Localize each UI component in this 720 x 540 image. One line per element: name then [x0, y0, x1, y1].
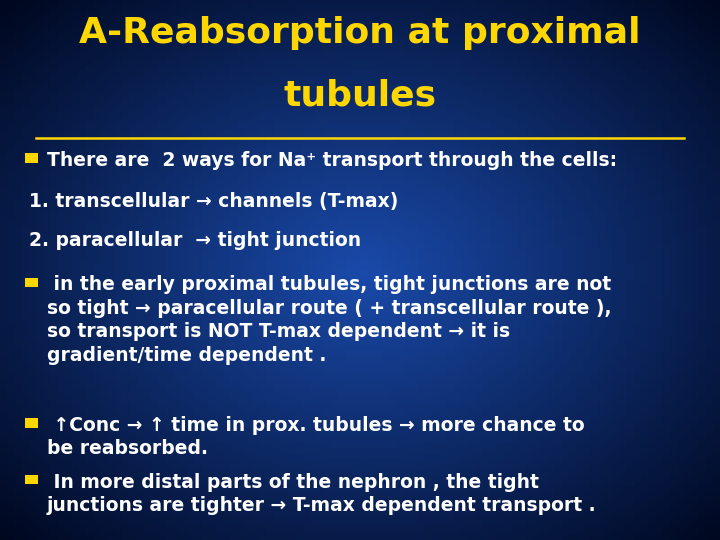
- Text: 1. transcellular → channels (T-max): 1. transcellular → channels (T-max): [29, 192, 398, 211]
- Text: tubules: tubules: [284, 78, 436, 112]
- Text: A-Reabsorption at proximal: A-Reabsorption at proximal: [79, 16, 641, 50]
- Text: ↑Conc → ↑ time in prox. tubules → more chance to
be reabsorbed.: ↑Conc → ↑ time in prox. tubules → more c…: [47, 416, 585, 458]
- Text: There are  2 ways for Na⁺ transport through the cells:: There are 2 ways for Na⁺ transport throu…: [47, 151, 617, 170]
- Bar: [25, 475, 38, 484]
- Bar: [25, 153, 38, 163]
- Text: In more distal parts of the nephron , the tight
junctions are tighter → T-max de: In more distal parts of the nephron , th…: [47, 472, 596, 515]
- Text: 2. paracellular  → tight junction: 2. paracellular → tight junction: [29, 231, 361, 250]
- Bar: [25, 418, 38, 428]
- Text: in the early proximal tubules, tight junctions are not
so tight → paracellular r: in the early proximal tubules, tight jun…: [47, 275, 611, 365]
- Bar: [25, 278, 38, 287]
